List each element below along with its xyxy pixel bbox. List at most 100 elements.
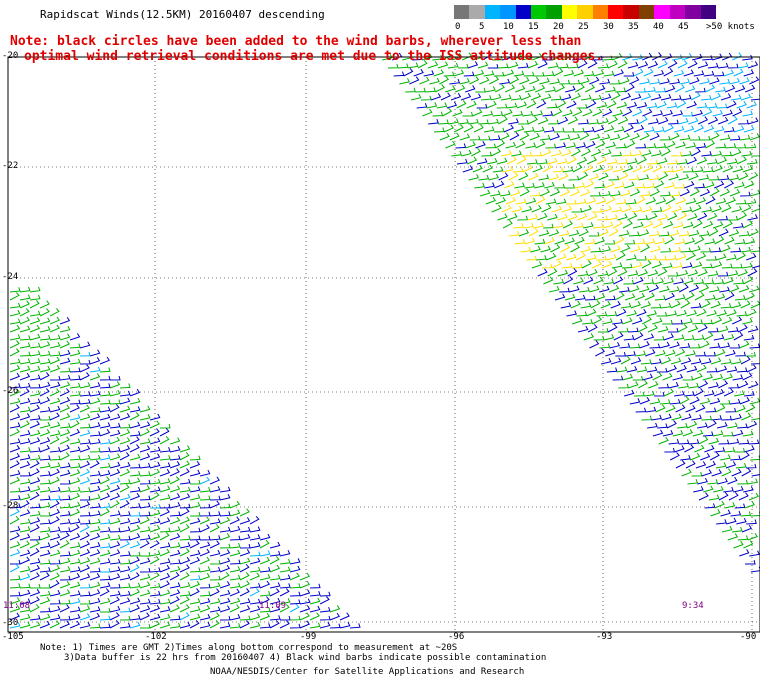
wind-barb (169, 476, 180, 485)
wind-barb (738, 492, 749, 501)
wind-barb (519, 76, 530, 85)
wind-barb (612, 318, 623, 325)
wind-barb (39, 511, 51, 517)
wind-barb (209, 588, 220, 597)
wind-barb (149, 540, 160, 549)
wind-barb (466, 100, 477, 109)
wind-barb (625, 199, 637, 205)
wind-barb (618, 172, 629, 181)
wind-barb (663, 388, 674, 397)
wind-barb (9, 597, 21, 605)
wind-barb (19, 621, 31, 629)
wind-barb (59, 333, 71, 341)
wind-barb (29, 468, 40, 477)
wind-barb (545, 198, 557, 205)
wind-barb (640, 190, 651, 197)
wind-barb (643, 279, 655, 285)
wind-barb (556, 253, 567, 261)
wind-barb (29, 398, 41, 405)
wind-barb (179, 596, 190, 605)
wind-barb (742, 430, 754, 437)
wind-barb (632, 317, 643, 325)
wind-barb (551, 260, 562, 269)
wind-barb (747, 533, 758, 541)
wind-barb (109, 446, 121, 453)
wind-barb (9, 364, 21, 373)
wind-barb (562, 166, 574, 173)
wind-barb (179, 478, 191, 485)
wind-barb (525, 197, 537, 205)
wind-barb (119, 423, 131, 429)
colorbar-swatch (623, 5, 639, 19)
wind-barb (39, 620, 51, 629)
colorbar-swatch (469, 5, 485, 19)
wind-barb (259, 612, 271, 621)
wind-barb (129, 463, 141, 469)
wind-barb (658, 231, 670, 237)
wind-barb (89, 518, 101, 525)
wind-barb (679, 343, 691, 349)
wind-barb (745, 351, 756, 357)
wind-barb (708, 382, 719, 389)
wind-barb (29, 517, 41, 525)
wind-barb (702, 431, 714, 437)
wind-barb (555, 198, 567, 205)
wind-barb (723, 486, 734, 493)
wind-barb (59, 495, 71, 501)
wind-barb (159, 485, 171, 493)
wind-barb (49, 308, 60, 317)
wind-barb (279, 583, 291, 589)
wind-barb (544, 236, 555, 245)
colorbar-swatch (454, 5, 470, 19)
wind-barb (523, 71, 535, 77)
wind-barb (636, 156, 647, 165)
wind-barb (289, 623, 301, 629)
wind-barb (564, 183, 575, 189)
wind-barb (671, 262, 683, 269)
wind-barb (738, 439, 750, 445)
wind-barb (746, 101, 757, 109)
wind-barb (29, 564, 41, 573)
wind-barb (119, 574, 131, 581)
wind-barb (607, 323, 618, 333)
wind-barb (49, 421, 61, 429)
wind-barb (604, 295, 616, 301)
wind-barb (642, 164, 653, 173)
wind-barb (289, 615, 301, 621)
wind-barb (731, 263, 743, 269)
wind-barb (704, 84, 716, 93)
wind-barb (69, 598, 81, 605)
wind-barb (209, 500, 220, 509)
wind-barb (714, 447, 726, 453)
wind-barb (562, 109, 573, 117)
wind-barb (535, 140, 546, 149)
wind-barb (150, 503, 161, 509)
wind-barb (99, 558, 111, 565)
wind-barb (129, 397, 141, 405)
wind-barb (602, 55, 613, 61)
wind-barb (129, 406, 141, 413)
wind-barb (615, 251, 626, 261)
wind-barb (189, 479, 201, 485)
wind-barb (109, 612, 120, 621)
wind-barb (39, 519, 51, 525)
wind-barb (39, 532, 51, 541)
wind-barb (651, 414, 662, 421)
wind-barb (634, 391, 645, 397)
wind-barb (19, 325, 31, 333)
wind-barb (249, 534, 261, 541)
wind-barb (684, 444, 695, 453)
footer-note-2: 3)Data buffer is 22 hrs from 20160407 4)… (64, 653, 547, 663)
wind-barb (612, 109, 623, 117)
wind-barb (744, 180, 755, 189)
wind-barb (718, 228, 729, 237)
wind-barb (678, 283, 689, 293)
wind-barb (470, 93, 482, 101)
wind-barb (706, 102, 718, 109)
wind-barb (59, 557, 71, 565)
wind-barb (675, 460, 686, 469)
wind-barb (670, 95, 682, 101)
wind-barb (69, 428, 81, 437)
wind-barb (179, 460, 190, 469)
wind-barb (19, 294, 31, 301)
